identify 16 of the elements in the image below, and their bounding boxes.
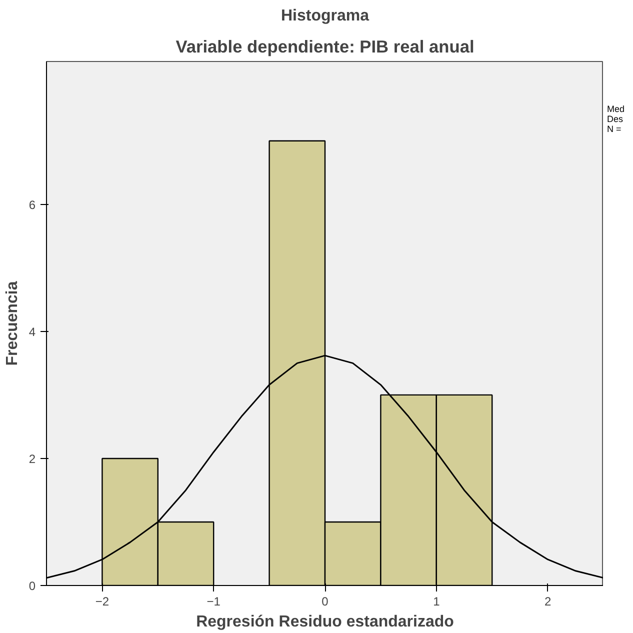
y-tick-label: 2 bbox=[28, 452, 36, 466]
y-tick-label: 0 bbox=[28, 579, 36, 593]
text: Des bbox=[607, 114, 624, 124]
chart-title: Histograma bbox=[280, 8, 370, 24]
y-axis-title: Frecuencia bbox=[4, 281, 21, 366]
x-tick-label: −1 bbox=[206, 594, 221, 608]
y-tick-label: 6 bbox=[28, 198, 36, 212]
x-tick-label: −2 bbox=[95, 594, 110, 608]
chart-subtitle: Variable dependiente: PIB real anual bbox=[176, 36, 474, 56]
x-tick-label: 0 bbox=[322, 594, 329, 608]
x-tick-label: 2 bbox=[544, 594, 552, 608]
x-tick-label: 1 bbox=[433, 594, 440, 608]
x-axis-title: Regresión Residuo estandarizado bbox=[196, 614, 454, 630]
y-tick-label: 4 bbox=[28, 324, 36, 339]
text: Med bbox=[607, 104, 625, 114]
text: N = bbox=[607, 124, 622, 134]
